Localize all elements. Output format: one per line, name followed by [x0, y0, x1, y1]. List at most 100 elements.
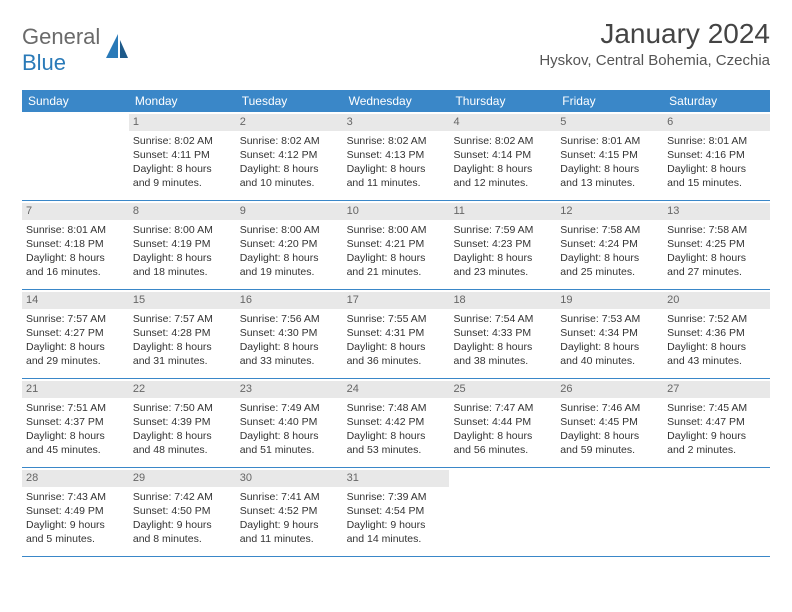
day-info: Sunrise: 7:57 AMSunset: 4:28 PMDaylight:…: [133, 312, 232, 369]
day-cell: 25Sunrise: 7:47 AMSunset: 4:44 PMDayligh…: [449, 379, 556, 467]
daylight-line: Daylight: 9 hours and 11 minutes.: [240, 518, 339, 546]
day-cell: [22, 112, 129, 200]
day-cell: 24Sunrise: 7:48 AMSunset: 4:42 PMDayligh…: [343, 379, 450, 467]
day-number: 21: [22, 381, 129, 398]
day-info: Sunrise: 7:59 AMSunset: 4:23 PMDaylight:…: [453, 223, 552, 280]
day-info: Sunrise: 7:43 AMSunset: 4:49 PMDaylight:…: [26, 490, 125, 547]
sunrise-line: Sunrise: 8:02 AM: [240, 134, 339, 148]
daylight-line: Daylight: 9 hours and 14 minutes.: [347, 518, 446, 546]
day-info: Sunrise: 8:02 AMSunset: 4:13 PMDaylight:…: [347, 134, 446, 191]
day-cell: 21Sunrise: 7:51 AMSunset: 4:37 PMDayligh…: [22, 379, 129, 467]
header: General Blue January 2024 Hyskov, Centra…: [22, 18, 770, 76]
day-cell: 4Sunrise: 8:02 AMSunset: 4:14 PMDaylight…: [449, 112, 556, 200]
day-cell: 5 Sunrise: 8:01 AMSunset: 4:15 PMDaylight…: [556, 112, 663, 200]
day-info: Sunrise: 7:53 AMSunset: 4:34 PMDaylight:…: [560, 312, 659, 369]
day-cell: 6Sunrise: 8:01 AMSunset: 4:16 PMDaylight…: [663, 112, 770, 200]
sunrise-line: Sunrise: 7:53 AM: [560, 312, 659, 326]
day-number: 17: [343, 292, 450, 309]
sunrise-line: Sunrise: 7:57 AM: [133, 312, 232, 326]
day-info: Sunrise: 7:56 AMSunset: 4:30 PMDaylight:…: [240, 312, 339, 369]
day-info: Sunrise: 7:50 AMSunset: 4:39 PMDaylight:…: [133, 401, 232, 458]
day-cell: 13Sunrise: 7:58 AMSunset: 4:25 PMDayligh…: [663, 201, 770, 289]
daylight-line: Daylight: 8 hours and 18 minutes.: [133, 251, 232, 279]
sunrise-line: Sunrise: 8:02 AM: [453, 134, 552, 148]
day-cell: 2Sunrise: 8:02 AMSunset: 4:12 PMDaylight…: [236, 112, 343, 200]
sunrise-line: Sunrise: 7:39 AM: [347, 490, 446, 504]
day-number: 8: [129, 203, 236, 220]
day-info: Sunrise: 7:42 AMSunset: 4:50 PMDaylight:…: [133, 490, 232, 547]
day-info: Sunrise: 7:58 AMSunset: 4:25 PMDaylight:…: [667, 223, 766, 280]
daylight-line: Daylight: 8 hours and 43 minutes.: [667, 340, 766, 368]
daylight-line: Daylight: 8 hours and 15 minutes.: [667, 162, 766, 190]
daylight-line: Daylight: 8 hours and 59 minutes.: [560, 429, 659, 457]
sunrise-line: Sunrise: 8:02 AM: [347, 134, 446, 148]
day-cell: 3Sunrise: 8:02 AMSunset: 4:13 PMDaylight…: [343, 112, 450, 200]
day-info: Sunrise: 7:45 AMSunset: 4:47 PMDaylight:…: [667, 401, 766, 458]
weekday-header: Monday: [129, 90, 236, 112]
sunrise-line: Sunrise: 8:02 AM: [133, 134, 232, 148]
sunset-line: Sunset: 4:15 PM: [560, 148, 659, 162]
day-info: Sunrise: 7:58 AMSunset: 4:24 PMDaylight:…: [560, 223, 659, 280]
daylight-line: Daylight: 8 hours and 25 minutes.: [560, 251, 659, 279]
day-cell: 23Sunrise: 7:49 AMSunset: 4:40 PMDayligh…: [236, 379, 343, 467]
header-right: January 2024 Hyskov, Central Bohemia, Cz…: [539, 18, 770, 69]
day-number: 9: [236, 203, 343, 220]
day-info: Sunrise: 8:02 AMSunset: 4:14 PMDaylight:…: [453, 134, 552, 191]
sunset-line: Sunset: 4:14 PM: [453, 148, 552, 162]
sunset-line: Sunset: 4:44 PM: [453, 415, 552, 429]
sunrise-line: Sunrise: 7:55 AM: [347, 312, 446, 326]
day-info: Sunrise: 8:02 AMSunset: 4:12 PMDaylight:…: [240, 134, 339, 191]
day-number: 5: [556, 114, 663, 131]
logo-text-blue: Blue: [22, 50, 66, 75]
daylight-line: Daylight: 9 hours and 2 minutes.: [667, 429, 766, 457]
week-row: 28Sunrise: 7:43 AMSunset: 4:49 PMDayligh…: [22, 468, 770, 557]
day-cell: 27Sunrise: 7:45 AMSunset: 4:47 PMDayligh…: [663, 379, 770, 467]
daylight-line: Daylight: 8 hours and 36 minutes.: [347, 340, 446, 368]
daylight-line: Daylight: 8 hours and 21 minutes.: [347, 251, 446, 279]
day-cell: [449, 468, 556, 556]
day-cell: 30 Sunrise: 7:41 AMSunset: 4:52 PMDayligh…: [236, 468, 343, 556]
day-cell: 12Sunrise: 7:58 AMSunset: 4:24 PMDayligh…: [556, 201, 663, 289]
daylight-line: Daylight: 8 hours and 33 minutes.: [240, 340, 339, 368]
sunset-line: Sunset: 4:45 PM: [560, 415, 659, 429]
day-cell: [663, 468, 770, 556]
daylight-line: Daylight: 8 hours and 53 minutes.: [347, 429, 446, 457]
daylight-line: Daylight: 9 hours and 5 minutes.: [26, 518, 125, 546]
day-cell: 26Sunrise: 7:46 AMSunset: 4:45 PMDayligh…: [556, 379, 663, 467]
day-cell: 10Sunrise: 8:00 AMSunset: 4:21 PMDayligh…: [343, 201, 450, 289]
sunrise-line: Sunrise: 8:00 AM: [240, 223, 339, 237]
location: Hyskov, Central Bohemia, Czechia: [539, 52, 770, 69]
sunrise-line: Sunrise: 7:48 AM: [347, 401, 446, 415]
day-info: Sunrise: 8:01 AMSunset: 4:16 PMDaylight:…: [667, 134, 766, 191]
day-number: 11: [449, 203, 556, 220]
daylight-line: Daylight: 8 hours and 23 minutes.: [453, 251, 552, 279]
day-cell: 22 Sunrise: 7:50 AMSunset: 4:39 PMDayligh…: [129, 379, 236, 467]
sunset-line: Sunset: 4:27 PM: [26, 326, 125, 340]
day-number: 15: [129, 292, 236, 309]
day-info: Sunrise: 7:47 AMSunset: 4:44 PMDaylight:…: [453, 401, 552, 458]
day-info: Sunrise: 7:57 AMSunset: 4:27 PMDaylight:…: [26, 312, 125, 369]
sunset-line: Sunset: 4:11 PM: [133, 148, 232, 162]
day-info: Sunrise: 8:01 AMSunset: 4:15 PMDaylight:…: [560, 134, 659, 191]
sunset-line: Sunset: 4:18 PM: [26, 237, 125, 251]
day-info: Sunrise: 8:02 AMSunset: 4:11 PMDaylight:…: [133, 134, 232, 191]
day-info: Sunrise: 7:52 AMSunset: 4:36 PMDaylight:…: [667, 312, 766, 369]
calendar: SundayMondayTuesdayWednesdayThursdayFrid…: [22, 90, 770, 557]
sunset-line: Sunset: 4:30 PM: [240, 326, 339, 340]
daylight-line: Daylight: 8 hours and 19 minutes.: [240, 251, 339, 279]
sunrise-line: Sunrise: 7:58 AM: [560, 223, 659, 237]
daylight-line: Daylight: 8 hours and 13 minutes.: [560, 162, 659, 190]
day-number: 22: [129, 381, 236, 398]
day-info: Sunrise: 7:48 AMSunset: 4:42 PMDaylight:…: [347, 401, 446, 458]
day-cell: 15 Sunrise: 7:57 AMSunset: 4:28 PMDayligh…: [129, 290, 236, 378]
weekday-header: Saturday: [663, 90, 770, 112]
day-number: 7: [22, 203, 129, 220]
sunrise-line: Sunrise: 7:58 AM: [667, 223, 766, 237]
sunrise-line: Sunrise: 7:56 AM: [240, 312, 339, 326]
day-number: 30: [236, 470, 343, 487]
day-info: Sunrise: 8:01 AMSunset: 4:18 PMDaylight:…: [26, 223, 125, 280]
daylight-line: Daylight: 8 hours and 38 minutes.: [453, 340, 552, 368]
sunset-line: Sunset: 4:31 PM: [347, 326, 446, 340]
day-info: Sunrise: 7:41 AMSunset: 4:52 PMDaylight:…: [240, 490, 339, 547]
day-cell: 28Sunrise: 7:43 AMSunset: 4:49 PMDayligh…: [22, 468, 129, 556]
